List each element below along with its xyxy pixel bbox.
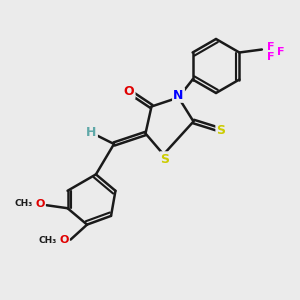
Text: S: S — [160, 152, 169, 166]
Text: F: F — [277, 46, 284, 57]
Text: CH₃: CH₃ — [14, 199, 33, 208]
Text: N: N — [173, 88, 184, 102]
Text: O: O — [124, 85, 134, 98]
Text: O: O — [35, 199, 45, 209]
Text: O: O — [59, 235, 69, 244]
Text: H: H — [86, 125, 97, 139]
Text: CH₃: CH₃ — [38, 236, 57, 245]
Text: S: S — [217, 124, 226, 137]
Text: F: F — [267, 41, 274, 52]
Text: F: F — [267, 52, 274, 62]
